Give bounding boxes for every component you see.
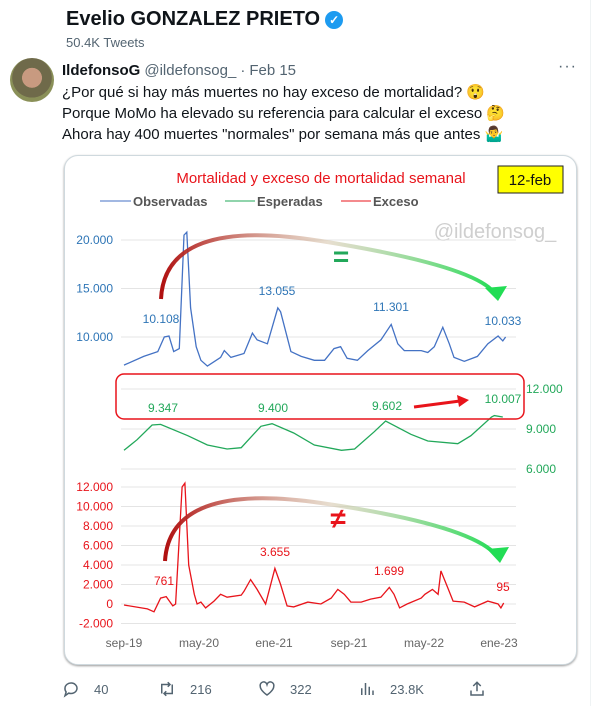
reply-icon xyxy=(63,682,78,698)
x-tick-label: ene-21 xyxy=(255,636,293,650)
legend-esperadas: Esperadas xyxy=(257,194,323,209)
y-tick-label: 6.000 xyxy=(526,462,556,476)
reply-count: 40 xyxy=(94,681,109,697)
handle[interactable]: @ildefonsog_ xyxy=(144,62,237,79)
label-obs: 10.033 xyxy=(485,314,522,328)
y-tick-label: 8.000 xyxy=(83,519,113,533)
legend-observadas: Observadas xyxy=(133,194,207,209)
top-arc-arrow xyxy=(159,233,497,300)
tweet-actions: 40 216 322 23.8K xyxy=(0,680,604,702)
label-obs: 11.301 xyxy=(373,300,409,314)
share-button[interactable] xyxy=(468,680,486,698)
y-tick-label: 15.000 xyxy=(76,282,113,296)
views-chart-icon xyxy=(361,683,374,695)
bottom-arrowhead xyxy=(487,547,509,563)
label-exc: 1.699 xyxy=(374,564,404,578)
equal-symbol: = xyxy=(333,241,349,272)
label-obs: 13.055 xyxy=(259,284,296,298)
bottom-arc-arrow xyxy=(163,496,499,562)
like-button[interactable]: 322 xyxy=(258,680,312,698)
x-tick-label: sep-19 xyxy=(106,636,143,650)
y-tick-label: 10.000 xyxy=(76,330,113,344)
more-options-icon[interactable]: ··· xyxy=(558,58,577,75)
verified-badge-icon: ✓ xyxy=(325,10,344,29)
separator: · xyxy=(240,62,246,79)
tweet-count: 50.4K Tweets xyxy=(66,35,145,50)
x-tick-label: may-20 xyxy=(179,636,219,650)
highlight-box xyxy=(115,373,525,420)
avatar[interactable] xyxy=(10,58,54,102)
reply-button[interactable]: 40 xyxy=(62,680,108,698)
y-tick-label: 12.000 xyxy=(76,480,113,494)
x-tick-label: sep-21 xyxy=(331,636,368,650)
views-button[interactable]: 23.8K xyxy=(358,680,424,698)
retweet-count: 216 xyxy=(190,681,212,697)
not-equal-symbol: ≠ xyxy=(330,503,345,534)
date-badge xyxy=(497,165,564,194)
y-tick-label: 6.000 xyxy=(83,539,113,553)
label-esp: 9.602 xyxy=(372,399,402,413)
date-badge-text: 12-feb xyxy=(509,172,552,189)
red-arrowhead xyxy=(457,395,469,407)
data-labels: 10.108 13.055 11.301 10.033 9.347 9.400 … xyxy=(143,284,522,594)
x-tick-label: ene-23 xyxy=(480,636,518,650)
label-exc: 761 xyxy=(154,574,174,588)
label-esp: 10.007 xyxy=(485,392,522,406)
retweet-icon xyxy=(161,681,173,697)
chart-image[interactable]: Mortalidad y exceso de mortalidad semana… xyxy=(64,155,577,665)
y-tick-label: 10.000 xyxy=(76,500,113,514)
y-tick-label: 20.000 xyxy=(76,233,113,247)
y-tick-label: 0 xyxy=(106,597,113,611)
views-count: 23.8K xyxy=(390,681,424,697)
tweet-author-line: IldefonsoG @ildefonsog_ · Feb 15 xyxy=(62,62,296,79)
column-divider xyxy=(590,0,591,706)
chart-title: Mortalidad y exceso de mortalidad semana… xyxy=(176,170,465,187)
legend-exceso: Exceso xyxy=(373,194,419,209)
series-line-observadas xyxy=(123,230,507,367)
heart-icon xyxy=(259,681,275,696)
share-icon xyxy=(470,681,484,696)
y-tick-label: -2.000 xyxy=(79,617,113,631)
x-tick-label: may-22 xyxy=(404,636,444,650)
retweet-button[interactable]: 216 xyxy=(158,680,212,698)
top-arrowhead xyxy=(485,286,507,301)
legend: Observadas Esperadas Exceso xyxy=(100,194,419,209)
like-count: 322 xyxy=(290,681,312,697)
display-name[interactable]: IldefonsoG xyxy=(62,62,141,79)
series-line-esperadas xyxy=(123,414,503,451)
y-tick-label: 4.000 xyxy=(83,558,113,572)
tweet-text-line: ¿Por qué si hay más muertes no hay exces… xyxy=(62,84,486,101)
label-obs: 10.108 xyxy=(143,312,180,326)
series-line-exceso xyxy=(123,481,505,613)
label-exc: 3.655 xyxy=(260,545,290,559)
y-tick-label: 12.000 xyxy=(526,382,563,396)
label-esp: 9.347 xyxy=(148,401,178,415)
red-arrow xyxy=(413,399,461,409)
label-exc: 95 xyxy=(496,580,510,594)
profile-name: Evelio GONZALEZ PRIETO ✓ xyxy=(66,8,344,31)
watermark: @ildefonsog_ xyxy=(434,221,557,243)
label-esp: 9.400 xyxy=(258,401,288,415)
y-tick-label: 2.000 xyxy=(83,578,113,592)
tweet-text-line: Porque MoMo ha elevado su referencia par… xyxy=(62,105,506,122)
mortality-chart: Mortalidad y exceso de mortalidad semana… xyxy=(76,165,564,650)
tweet-date[interactable]: Feb 15 xyxy=(249,62,297,79)
profile-name-text: Evelio GONZALEZ PRIETO xyxy=(66,8,321,30)
y-tick-label: 9.000 xyxy=(526,422,556,436)
tweet-text-line: Ahora hay 400 muertes "normales" por sem… xyxy=(62,126,504,143)
